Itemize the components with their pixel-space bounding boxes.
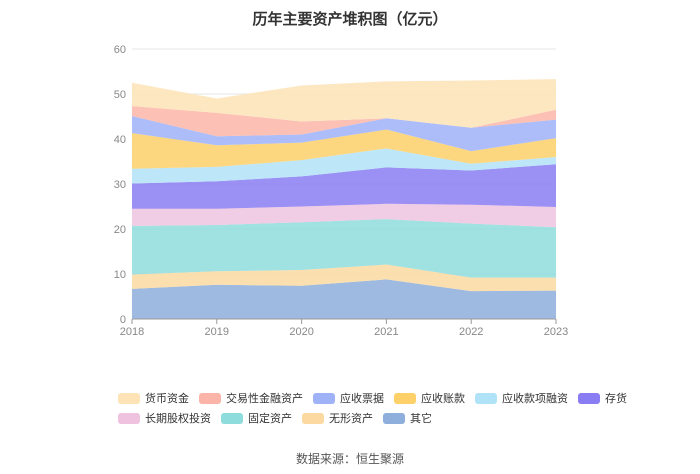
legend-swatch	[313, 392, 335, 404]
legend-row: 货币资金 交易性金融资产 应收票据 应收账款 应收款项融资 存货	[118, 388, 627, 408]
y-tick-label: 50	[114, 89, 126, 101]
legend-row: 长期股权投资 固定资产 无形资产 其它	[118, 408, 598, 428]
area-2[interactable]	[132, 264, 556, 292]
x-tick-label: 2020	[289, 326, 313, 338]
legend-item[interactable]: 无形资产	[302, 410, 373, 426]
y-tick-label: 10	[114, 269, 126, 281]
legend-swatch	[199, 392, 221, 404]
legend-swatch	[578, 392, 600, 404]
legend-item[interactable]: 货币资金	[118, 390, 189, 406]
area-4[interactable]	[132, 203, 556, 228]
y-tick-label: 30	[114, 179, 126, 191]
data-source: 数据来源：恒生聚源	[295, 452, 404, 466]
legend: 货币资金 交易性金融资产 应收票据 应收账款 应收款项融资 存货长期股权投资 固定资产 无形资…	[118, 388, 627, 428]
legend-label: 固定资产	[248, 413, 292, 425]
legend-swatch	[475, 392, 497, 404]
legend-swatch	[118, 412, 140, 424]
legend-item[interactable]: 应收款项融资	[475, 390, 568, 406]
legend-item[interactable]: 应收账款	[394, 390, 465, 406]
x-tick-label: 2022	[459, 326, 483, 338]
x-tick-label: 2018	[120, 326, 144, 338]
legend-swatch	[394, 392, 416, 404]
y-tick-label: 60	[114, 44, 126, 56]
axes: 0 10 20 30 40 50 60 2018 2019 2020 2021 2022 2023	[114, 44, 568, 338]
legend-label: 应收账款	[421, 393, 465, 405]
area-7[interactable]	[132, 129, 556, 169]
y-tick-label: 20	[114, 224, 126, 236]
area-6[interactable]	[132, 148, 556, 184]
area-5[interactable]	[132, 164, 556, 209]
legend-item[interactable]: 存货	[578, 390, 627, 406]
y-tick-label: 40	[114, 134, 126, 146]
chart-title: 历年主要资产堆积图（亿元）	[252, 11, 448, 28]
area-1[interactable]	[132, 279, 556, 319]
area-9[interactable]	[132, 106, 556, 137]
area-3[interactable]	[132, 219, 556, 278]
legend-swatch	[302, 412, 324, 424]
legend-item[interactable]: 其它	[383, 410, 432, 426]
x-tick-label: 2021	[374, 326, 398, 338]
legend-label: 应收票据	[340, 393, 384, 405]
legend-label: 应收款项融资	[502, 393, 568, 405]
x-tick-label: 2023	[544, 326, 568, 338]
legend-item[interactable]: 固定资产	[221, 410, 292, 426]
y-tick-label: 0	[120, 314, 126, 326]
legend-item[interactable]: 长期股权投资	[118, 410, 211, 426]
legend-label: 其它	[410, 413, 432, 425]
x-tick-label: 2019	[205, 326, 229, 338]
legend-swatch	[118, 392, 140, 404]
legend-label: 货币资金	[145, 393, 189, 405]
legend-label: 长期股权投资	[145, 413, 211, 425]
legend-item[interactable]: 交易性金融资产	[199, 390, 303, 406]
area-8[interactable]	[132, 116, 556, 152]
legend-swatch	[221, 412, 243, 424]
legend-swatch	[383, 412, 405, 424]
legend-label: 存货	[605, 393, 627, 405]
legend-label: 无形资产	[329, 413, 373, 425]
legend-label: 交易性金融资产	[226, 393, 303, 405]
legend-item[interactable]: 应收票据	[313, 390, 384, 406]
area-10[interactable]	[132, 79, 556, 128]
area-series	[132, 79, 556, 319]
